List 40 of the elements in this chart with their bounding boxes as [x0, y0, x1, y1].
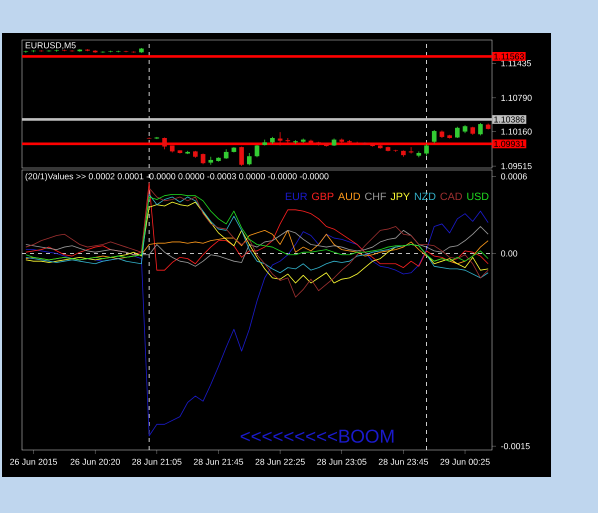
candlestick: [278, 132, 282, 146]
y-tick-label: 1.09515: [501, 163, 532, 170]
candlestick: [239, 146, 244, 166]
chart-title: EURUSD,M5: [26, 42, 76, 50]
candlestick: [478, 122, 483, 136]
candlestick: [162, 137, 167, 150]
ref-line-label: 1.10386: [494, 116, 525, 123]
x-tick-label: 28 Jun 23:45: [378, 458, 428, 465]
candlestick: [224, 148, 228, 160]
y-tick-label: -0.0015: [501, 443, 530, 450]
text: CHF: [365, 192, 386, 200]
x-tick-label: 28 Jun 21:05: [132, 458, 182, 465]
text: AUD: [338, 192, 360, 200]
x-tick-label: 28 Jun 23:05: [317, 458, 366, 465]
y-tick-label: 1.10790: [501, 94, 532, 101]
annotation: <<<<<<<<<BOOM: [240, 430, 394, 443]
x-tick-label: 29 Jun 00:25: [440, 458, 490, 465]
y-tick-label: 1.10160: [501, 128, 532, 135]
y-tick-label: 0.0006: [501, 173, 527, 180]
candlestick: [408, 146, 414, 154]
text: EUR: [286, 192, 308, 200]
candlestick: [200, 153, 206, 165]
x-tick-label: 26 Jun 2015: [10, 458, 58, 465]
text: NZD: [414, 192, 436, 200]
y-tick-label: 1.11435: [501, 60, 532, 66]
ref-line-label: 1.11563: [494, 53, 524, 60]
ref-line-label: 1.09931: [494, 140, 524, 147]
text: USD: [467, 192, 488, 200]
x-tick-label: 28 Jun 21:45: [194, 458, 244, 465]
series-label: GBP: [312, 192, 334, 200]
x-tick-label: 26 Jun 20:20: [70, 458, 120, 465]
candlestick: [254, 144, 260, 158]
text: CAD: [440, 192, 462, 200]
candlestick: [246, 152, 252, 166]
x-tick-label: 28 Jun 22:25: [256, 458, 305, 465]
candlestick: [424, 143, 429, 156]
y-tick-label: 0.00: [501, 250, 518, 257]
candlestick: [432, 130, 437, 144]
text: JPY: [390, 192, 410, 200]
candlestick: [455, 126, 460, 138]
